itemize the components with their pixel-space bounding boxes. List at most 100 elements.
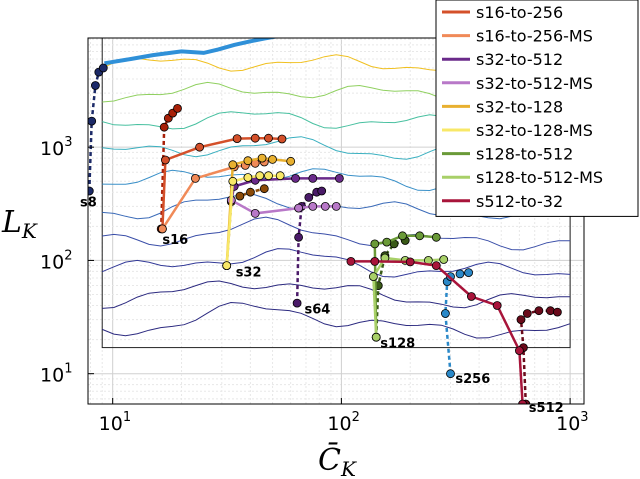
point-s512-to-32 — [515, 346, 524, 356]
point-s32-to-512-MS — [320, 201, 330, 211]
point-s32-to-512 — [291, 173, 300, 183]
point-s32-to-128-MS — [243, 173, 253, 182]
label-s8: s8 — [80, 195, 97, 210]
legend: s16-to-256 s16-to-256-MS s32-to-512 s32-to-… — [435, 0, 639, 217]
point-s32-to-512 — [308, 173, 318, 183]
point-s256 — [446, 369, 455, 379]
point-s128-to-512-MS — [439, 255, 449, 264]
point-s32 — [245, 187, 255, 197]
point-s512-to-32 — [492, 301, 502, 310]
point-s32-to-128-MS — [275, 171, 285, 181]
label-s16: s16 — [162, 233, 188, 248]
point-s16-to-256 — [277, 134, 287, 144]
point-s16-to-256 — [250, 133, 260, 143]
series-line-s512-to-32 — [350, 260, 524, 404]
y-axis-label: LK — [1, 205, 38, 243]
point-s512 — [522, 309, 532, 318]
point-s512 — [516, 315, 526, 325]
point-s128-to-512 — [431, 232, 441, 242]
point-s8 — [98, 63, 108, 73]
point-s512-to-32 — [431, 261, 441, 271]
legend-label-s16-to-256-MS: s16-to-256-MS — [476, 27, 593, 46]
legend-label-s32-to-512: s32-to-512 — [476, 50, 563, 69]
y-tick-label: 102 — [40, 248, 72, 273]
x-tick-label: 103 — [556, 410, 588, 435]
point-s512-to-32 — [405, 257, 415, 267]
point-s32-to-512-MS — [331, 201, 341, 211]
point-s32-to-128 — [268, 154, 277, 164]
point-s8 — [88, 116, 97, 126]
point-s16-to-256-MS — [190, 173, 200, 183]
point-s8 — [91, 81, 100, 90]
series-line-s128-to-512 — [373, 234, 437, 338]
point-s512 — [546, 306, 555, 316]
plot-frame — [87, 37, 585, 405]
x-axis-label: C̄K — [318, 442, 357, 479]
point-s32 — [259, 184, 269, 194]
point-s32-to-128-MS — [264, 171, 273, 181]
point-s32-to-512-MS — [308, 201, 318, 211]
point-s32-to-128-MS — [228, 176, 238, 186]
point-s16-to-256-MS — [157, 224, 167, 234]
point-s64 — [317, 186, 327, 196]
legend-label-s32-to-512-MS: s32-to-512-MS — [476, 74, 593, 93]
point-s128-to-512 — [415, 231, 425, 241]
series-line-s512 — [519, 309, 558, 404]
point-s32-to-128-MS — [222, 261, 232, 271]
contour-line — [102, 216, 571, 251]
series-layer — [88, 38, 562, 404]
point-s512-to-32 — [346, 256, 356, 266]
point-s16-to-256 — [264, 133, 273, 143]
point-s128-to-512 — [370, 239, 380, 249]
point-s512-to-32 — [370, 256, 380, 266]
x-tick-label: 101 — [99, 410, 131, 435]
point-s64 — [304, 192, 314, 202]
point-s128-to-512-MS — [368, 272, 378, 282]
label-s512: s512 — [529, 401, 564, 416]
legend-label-s32-to-128-MS: s32-to-128-MS — [476, 121, 593, 140]
y-tick-label: 103 — [40, 135, 72, 160]
optimal-line — [104, 38, 280, 66]
point-s512-to-32 — [466, 292, 476, 301]
contour-line — [102, 248, 571, 278]
point-s256 — [464, 268, 474, 278]
point-s32-to-128-MS — [255, 171, 265, 181]
point-s16 — [173, 104, 182, 113]
point-s16-to-256 — [160, 155, 170, 165]
legend-label-s128-to-512: s128-to-512 — [476, 145, 573, 164]
point-s32-to-128 — [228, 160, 238, 170]
tick-labels: 101 102 103 101 102 103 — [40, 135, 589, 435]
series-line-s256 — [444, 271, 469, 374]
point-s32 — [235, 191, 245, 201]
label-s256: s256 — [455, 372, 490, 387]
point-s128-to-512 — [382, 237, 392, 247]
point-s16 — [159, 122, 169, 132]
series-line-s32-to-512-MS — [230, 199, 337, 215]
point-s64 — [294, 232, 304, 242]
point-s256 — [440, 309, 450, 318]
y-tick-label: 101 — [40, 362, 72, 387]
x-tick-label: 102 — [327, 410, 359, 435]
legend-label-s32-to-128: s32-to-128 — [476, 97, 563, 116]
point-labels: s8 s16 s32 s64 s128 s256 s512 — [80, 195, 564, 416]
point-s512-to-32 — [518, 399, 527, 404]
label-s128: s128 — [380, 337, 415, 352]
label-s32: s32 — [236, 266, 262, 281]
point-s512 — [534, 306, 544, 316]
contour-line — [102, 280, 571, 309]
point-s32-to-512-MS — [250, 208, 260, 218]
point-s512 — [553, 307, 562, 317]
point-s128-to-512-MS — [371, 332, 381, 342]
legend-label-s128-to-512-MS: s128-to-512-MS — [476, 168, 603, 187]
point-s128-to-512 — [398, 231, 407, 241]
point-s16-to-256 — [232, 134, 242, 144]
legend-label-s512-to-32: s512-to-32 — [476, 192, 563, 211]
point-s16-to-256 — [195, 142, 205, 152]
point-s32-to-512-MS — [294, 203, 304, 213]
point-s32-to-128 — [257, 153, 267, 163]
axes-frame — [87, 37, 585, 405]
point-s32-to-128 — [243, 156, 253, 166]
point-s8 — [88, 186, 94, 196]
axis-titles: C̄K LK — [1, 205, 357, 479]
